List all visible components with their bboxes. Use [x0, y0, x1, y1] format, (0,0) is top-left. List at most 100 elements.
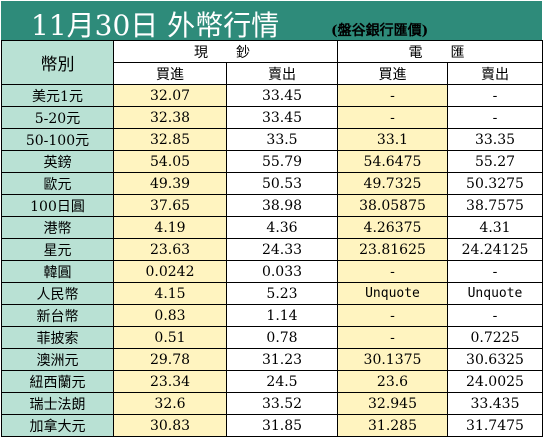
header-row-groups: 幣別 現 鈔 電 匯: [1, 40, 543, 85]
currency-name: 星元: [1, 238, 114, 261]
wire-sell-cell: 4.31: [447, 216, 543, 239]
cash-buy-cell: 32.6: [113, 392, 227, 415]
cash-buy-cell: 0.51: [113, 326, 227, 349]
wire-sell-cell: 24.24125: [447, 238, 543, 261]
cash-buy-cell: 37.65: [113, 194, 227, 217]
cash-sell-cell: 38.98: [226, 194, 338, 217]
title-bar: 11月30日 外幣行情 (盤谷銀行匯價): [1, 1, 542, 42]
wire-buy-cell: 54.6475: [337, 150, 448, 173]
table-row: 英鎊 54.05 55.79 54.6475 55.27: [1, 150, 543, 173]
currency-name: 紐西蘭元: [1, 370, 114, 393]
cash-buy-cell: 0.0242: [113, 260, 227, 283]
wire-buy-cell: -: [337, 304, 448, 327]
currency-name: 5-20元: [1, 106, 114, 129]
wire-sell-cell: 50.3275: [447, 172, 543, 195]
wire-buy-cell: 4.26375: [337, 216, 448, 239]
cash-buy-cell: 29.78: [113, 348, 227, 371]
currency-name: 50-100元: [1, 128, 114, 151]
wire-sell-cell: Unquote: [447, 282, 543, 305]
cash-sell-cell: 1.14: [226, 304, 338, 327]
cash-sell-cell: 31.23: [226, 348, 338, 371]
cash-buy-cell: 23.34: [113, 370, 227, 393]
wire-sell-cell: 0.7225: [447, 326, 543, 349]
cash-sell-cell: 24.33: [226, 238, 338, 261]
cash-sell-cell: 55.79: [226, 150, 338, 173]
cash-sell-cell: 4.36: [226, 216, 338, 239]
wire-sell-header: 賣出: [447, 62, 543, 85]
cash-sell-header: 賣出: [226, 62, 338, 85]
wire-sell-cell: 33.435: [447, 392, 543, 415]
cash-sell-cell: 0.78: [226, 326, 338, 349]
wire-sell-cell: -: [447, 106, 543, 129]
currency-name: 菲披索: [1, 326, 114, 349]
table-row: 瑞士法朗 32.6 33.52 32.945 33.435: [1, 392, 543, 415]
wire-buy-header: 買進: [337, 62, 448, 85]
cash-sell-cell: 5.23: [226, 282, 338, 305]
wire-buy-cell: -: [337, 260, 448, 283]
cash-buy-cell: 23.63: [113, 238, 227, 261]
table-row: 美元1元 32.07 33.45- -: [1, 84, 543, 107]
page-title: 11月30日 外幣行情: [31, 9, 280, 42]
currency-name: 人民幣: [1, 282, 114, 305]
currency-name: 美元1元: [1, 84, 114, 107]
wire-buy-cell: -: [337, 106, 448, 129]
table-row: 港幣 4.19 4.36 4.26375 4.31: [1, 216, 543, 239]
exchange-rate-table: 幣別 現 鈔 電 匯 買進 賣出 買進 賣出 美元1元 32.07 33.45- -5…: [1, 40, 543, 437]
currency-name: 港幣: [1, 216, 114, 239]
cash-sell-cell: 31.85: [226, 414, 338, 437]
wire-sell-cell: 31.7475: [447, 414, 543, 437]
wire-sell-cell: -: [447, 84, 543, 107]
table-row: 加拿大元 30.83 31.85 31.285 31.7475: [1, 414, 543, 437]
table-row: 新台幣 0.83 1.14- -: [1, 304, 543, 327]
table-row: 100日圓 37.65 38.98 38.05875 38.7575: [1, 194, 543, 217]
currency-name: 澳洲元: [1, 348, 114, 371]
wire-buy-cell: 30.1375: [337, 348, 448, 371]
wire-sell-cell: -: [447, 260, 543, 283]
currency-name: 瑞士法朗: [1, 392, 114, 415]
wire-buy-cell: -: [337, 84, 448, 107]
wire-buy-cell: Unquote: [337, 282, 448, 305]
wire-sell-cell: 38.7575: [447, 194, 543, 217]
cash-sell-cell: 33.5: [226, 128, 338, 151]
currency-name: 新台幣: [1, 304, 114, 327]
table-body: 幣別 現 鈔 電 匯 買進 賣出 買進 賣出 美元1元 32.07 33.45- -5…: [1, 40, 543, 437]
cash-buy-cell: 49.39: [113, 172, 227, 195]
cash-buy-cell: 54.05: [113, 150, 227, 173]
table-row: 紐西蘭元 23.34 24.5 23.6 24.0025: [1, 370, 543, 393]
currency-header: 幣別: [1, 40, 114, 85]
wire-sell-cell: 33.35: [447, 128, 543, 151]
cash-buy-cell: 4.19: [113, 216, 227, 239]
currency-name: 100日圓: [1, 194, 114, 217]
cash-sell-cell: 24.5: [226, 370, 338, 393]
cash-buy-cell: 4.15: [113, 282, 227, 305]
table-row: 菲披索 0.51 0.78-0.7225: [1, 326, 543, 349]
wire-sell-cell: -: [447, 304, 543, 327]
cash-sell-cell: 50.53: [226, 172, 338, 195]
wire-buy-cell: 23.6: [337, 370, 448, 393]
wire-buy-cell: 49.7325: [337, 172, 448, 195]
currency-name: 歐元: [1, 172, 114, 195]
wire-sell-cell: 55.27: [447, 150, 543, 173]
wire-buy-cell: 33.1: [337, 128, 448, 151]
page-subtitle: (盤谷銀行匯價): [331, 23, 429, 39]
cash-sell-cell: 0.033: [226, 260, 338, 283]
wire-buy-cell: 38.05875: [337, 194, 448, 217]
table-row: 人民幣 4.15 5.23 Unquote Unquote: [1, 282, 543, 305]
table-row: 星元 23.63 24.33 23.81625 24.24125: [1, 238, 543, 261]
cash-buy-cell: 32.38: [113, 106, 227, 129]
cash-sell-cell: 33.52: [226, 392, 338, 415]
cash-sell-cell: 33.45: [226, 84, 338, 107]
cash-buy-cell: 30.83: [113, 414, 227, 437]
table-row: 5-20元 32.38 33.45- -: [1, 106, 543, 129]
cash-buy-header: 買進: [113, 62, 227, 85]
cash-buy-cell: 0.83: [113, 304, 227, 327]
currency-name: 英鎊: [1, 150, 114, 173]
table-row: 澳洲元 29.78 31.23 30.1375 30.6325: [1, 348, 543, 371]
wire-sell-cell: 30.6325: [447, 348, 543, 371]
wire-buy-cell: 32.945: [337, 392, 448, 415]
currency-name: 加拿大元: [1, 414, 114, 437]
cash-sell-cell: 33.45: [226, 106, 338, 129]
wire-group-header: 電 匯: [337, 40, 543, 63]
wire-buy-cell: -: [337, 326, 448, 349]
header-row-sub: 買進 賣出 買進 賣出: [2, 62, 543, 85]
